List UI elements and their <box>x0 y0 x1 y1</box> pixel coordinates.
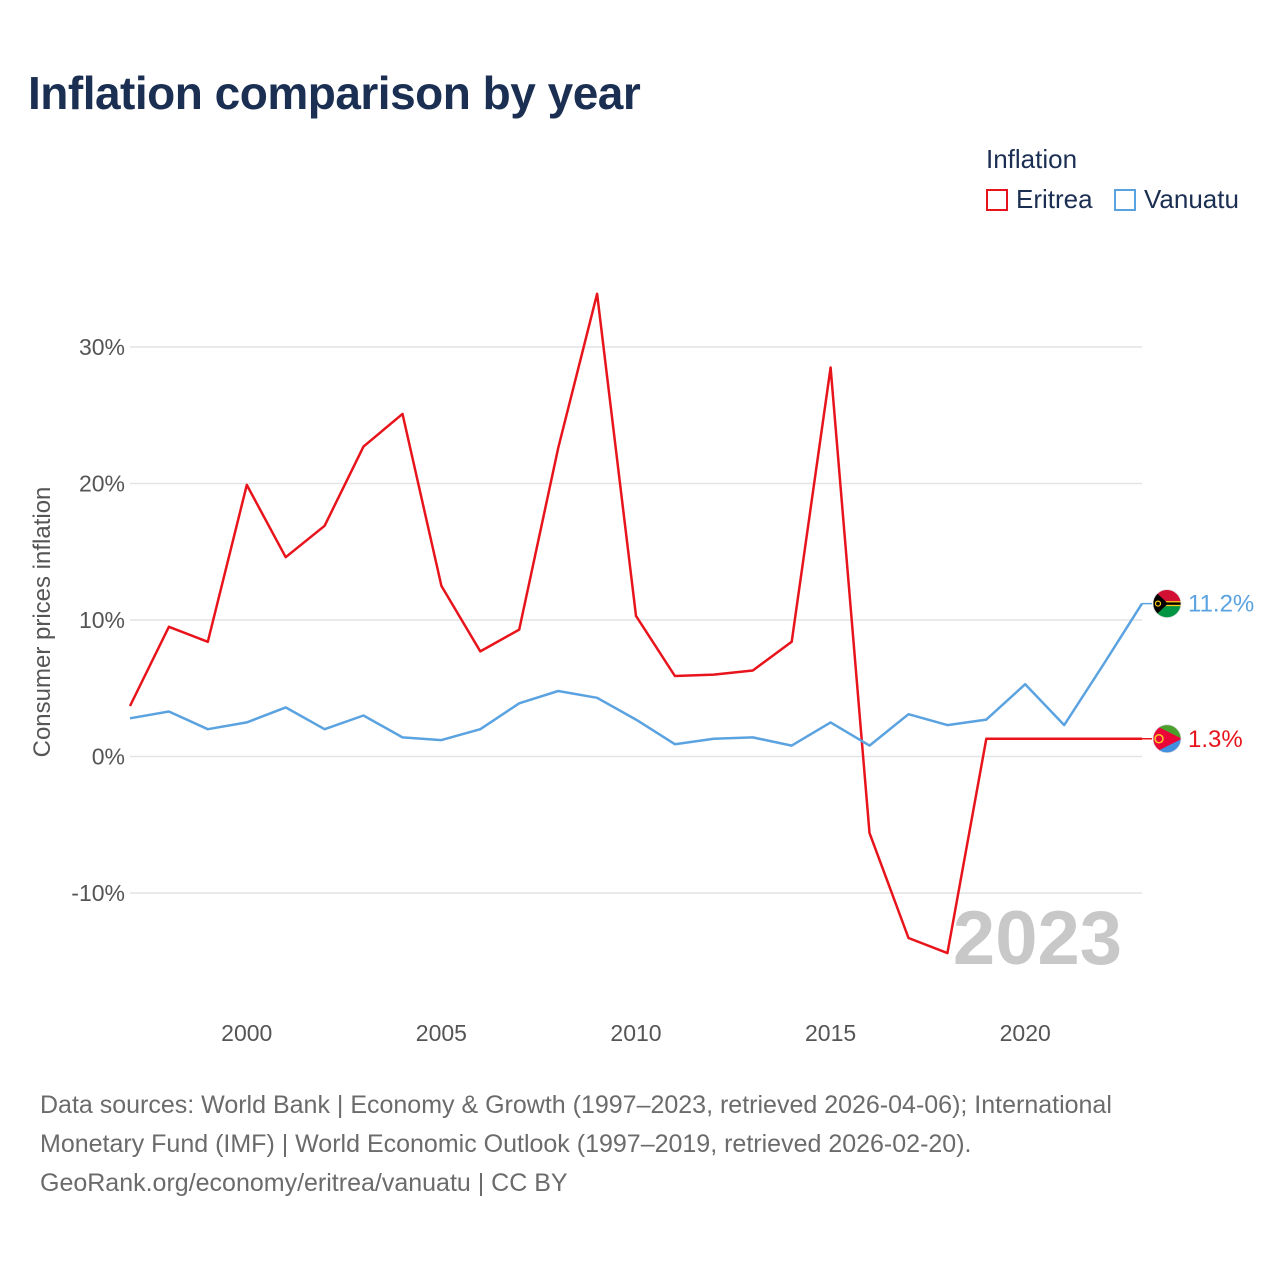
end-markers: 1.3% 11.2% <box>1142 589 1254 754</box>
y-axis-ticks: -10% 0% 10% 20% 30% <box>71 334 125 906</box>
x-tick-label: 2000 <box>221 1020 272 1046</box>
chart-title: Inflation comparison by year <box>28 67 641 119</box>
x-tick-label: 2020 <box>1000 1020 1051 1046</box>
flag-icon-vanuatu <box>1152 589 1182 619</box>
legend-item-vanuatu[interactable]: Vanuatu <box>1114 184 1239 215</box>
legend-label-eritrea: Eritrea <box>1016 184 1093 214</box>
grid-lines <box>130 346 1142 894</box>
y-tick-label: 30% <box>79 334 125 360</box>
legend-item-eritrea[interactable]: Eritrea <box>986 184 1093 215</box>
data-sources: Data sources: World Bank | Economy & Gro… <box>40 1086 1250 1203</box>
sources-line-2: Monetary Fund (IMF) | World Economic Out… <box>40 1130 972 1158</box>
x-axis-ticks: 2000 2005 2010 2015 2020 <box>221 1020 1051 1046</box>
x-tick-label: 2015 <box>805 1020 856 1046</box>
series-line-eritrea <box>128 292 1142 955</box>
x-tick-label: 2005 <box>416 1020 467 1046</box>
sources-line-3: GeoRank.org/economy/eritrea/vanuatu | CC… <box>40 1169 568 1197</box>
flag-icon-eritrea <box>1152 724 1182 754</box>
legend-title: Inflation <box>986 144 1078 174</box>
end-label-vanuatu: 11.2% <box>1188 591 1254 618</box>
x-tick-label: 2010 <box>610 1020 661 1046</box>
sources-line-1: Data sources: World Bank | Economy & Gro… <box>40 1091 1112 1119</box>
year-watermark: 2023 <box>953 896 1122 981</box>
y-tick-label: 20% <box>79 471 125 497</box>
end-label-eritrea: 1.3% <box>1188 726 1243 753</box>
series-lines <box>128 292 1144 955</box>
y-tick-label: 10% <box>79 607 125 633</box>
y-axis-label: Consumer prices inflation <box>29 487 56 758</box>
legend-swatch-vanuatu <box>1114 188 1136 211</box>
y-tick-label: -10% <box>71 880 125 906</box>
y-tick-label: 0% <box>92 744 125 770</box>
legend-swatch-eritrea <box>986 188 1008 211</box>
legend-label-vanuatu: Vanuatu <box>1144 184 1239 214</box>
series-line-vanuatu <box>129 602 1144 747</box>
